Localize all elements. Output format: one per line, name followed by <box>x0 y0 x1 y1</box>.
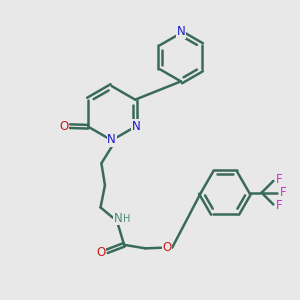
Text: O: O <box>59 120 69 133</box>
Text: F: F <box>276 173 283 186</box>
Text: N: N <box>132 120 141 133</box>
Text: O: O <box>162 241 171 254</box>
Text: F: F <box>280 186 286 199</box>
Text: H: H <box>123 214 130 224</box>
Text: N: N <box>107 133 116 146</box>
Text: N: N <box>176 26 185 38</box>
Text: O: O <box>97 246 106 259</box>
Text: N: N <box>114 212 123 225</box>
Text: F: F <box>276 200 283 212</box>
